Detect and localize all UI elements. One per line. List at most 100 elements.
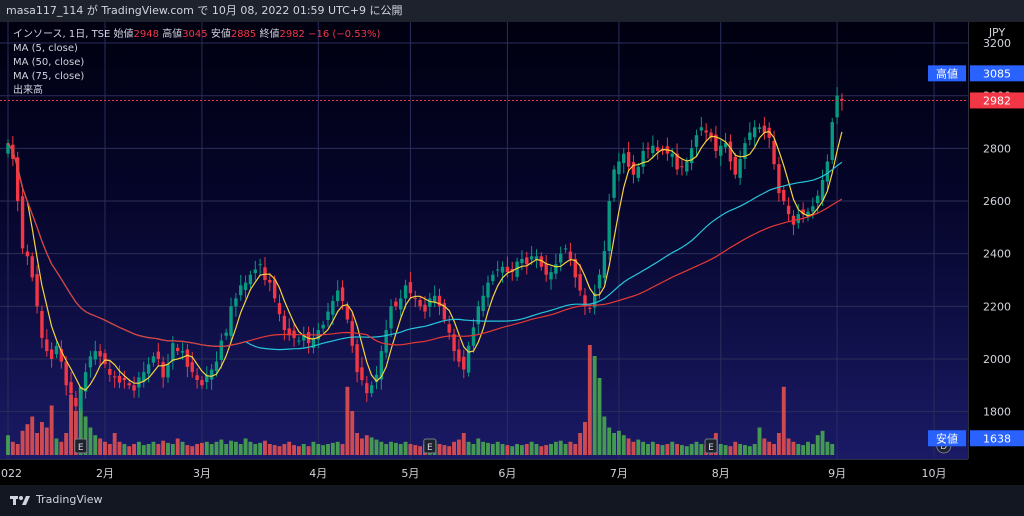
candle[interactable] [180,351,185,353]
candle[interactable] [137,377,141,388]
candle[interactable] [277,303,282,315]
candle[interactable] [505,266,510,273]
candle[interactable] [248,274,253,285]
candle[interactable] [6,143,10,154]
candle[interactable] [209,369,214,380]
candle[interactable] [229,306,233,336]
candle[interactable] [146,364,151,374]
candle[interactable] [214,361,219,372]
candle[interactable] [636,166,640,178]
candle[interactable] [117,375,122,383]
legend-volume[interactable]: 出来高 [13,85,43,96]
candle[interactable] [88,356,93,368]
candle[interactable] [64,361,68,386]
candle[interactable] [772,140,776,165]
legend-symbol[interactable]: インソース, 1日, TSE [13,29,111,40]
candle[interactable] [374,374,379,383]
candle[interactable] [559,253,563,263]
candle[interactable] [626,152,631,167]
candle[interactable] [466,345,471,373]
candle[interactable] [98,351,102,357]
candle[interactable] [103,353,107,365]
candle[interactable] [544,263,548,275]
candle[interactable] [830,122,834,160]
candle[interactable] [719,145,723,156]
candle[interactable] [578,274,582,291]
candle[interactable] [306,332,311,344]
earnings-marker[interactable]: E [423,438,437,454]
candle[interactable] [447,324,451,333]
candle[interactable] [161,362,165,378]
candle[interactable] [59,348,64,362]
earnings-marker[interactable]: E [74,438,88,454]
candle[interactable] [258,264,262,266]
candle[interactable] [525,257,529,265]
candle[interactable] [185,349,190,367]
candle[interactable] [660,149,665,151]
candle[interactable] [399,298,403,310]
candle[interactable] [573,258,577,278]
candle[interactable] [583,295,587,307]
candle[interactable] [816,195,820,204]
candle[interactable] [568,251,573,259]
candle[interactable] [311,337,316,348]
candle[interactable] [801,209,805,215]
candle[interactable] [25,251,30,257]
candle[interactable] [491,274,495,282]
candle[interactable] [355,344,359,373]
candle[interactable] [54,345,59,355]
candle[interactable] [694,135,699,147]
candle[interactable] [239,285,243,296]
candle[interactable] [224,332,228,336]
candle[interactable] [622,153,626,164]
candle[interactable] [35,274,39,307]
candle[interactable] [345,305,350,320]
candle[interactable] [762,125,767,133]
candle[interactable] [403,285,408,299]
candle[interactable] [287,328,291,336]
candle[interactable] [93,351,97,360]
candle[interactable] [602,251,607,278]
candle[interactable] [496,269,500,271]
candle[interactable] [452,334,456,352]
candle[interactable] [786,205,791,215]
candle[interactable] [122,377,127,381]
candle[interactable] [554,264,558,274]
candle[interactable] [520,258,524,264]
candle[interactable] [423,304,427,312]
candle[interactable] [646,147,650,149]
candle[interactable] [408,282,413,294]
candle[interactable] [108,368,112,375]
candle[interactable] [205,374,209,383]
candle[interactable] [200,380,204,386]
candle[interactable] [656,147,660,151]
candle[interactable] [253,269,257,274]
legend-ma75[interactable]: MA (75, close) [13,71,85,82]
candle[interactable] [607,201,611,252]
candle[interactable] [777,164,781,194]
candle[interactable] [631,162,636,175]
candle[interactable] [597,274,602,289]
candle[interactable] [234,298,238,307]
candle[interactable] [471,327,476,346]
candle[interactable] [685,161,689,172]
candle[interactable] [418,299,422,307]
candle[interactable] [268,279,272,283]
candle[interactable] [699,127,704,131]
candle[interactable] [384,330,388,353]
earnings-marker[interactable]: E [704,438,718,454]
candle[interactable] [176,347,180,352]
candle[interactable] [442,303,447,320]
candle[interactable] [16,157,20,202]
candle[interactable] [112,376,117,378]
candle[interactable] [728,141,733,162]
candle[interactable] [476,306,480,325]
candle[interactable] [782,189,786,202]
chart-area[interactable]: E E E D 高値 安値 インソース, 1日, TSE 始値2948 高値3045 安値… [0,22,968,459]
candle[interactable] [767,127,771,138]
candle[interactable] [835,95,839,118]
candle[interactable] [432,295,437,302]
candle[interactable] [733,156,737,175]
candle[interactable] [743,143,747,159]
candle[interactable] [825,161,830,182]
